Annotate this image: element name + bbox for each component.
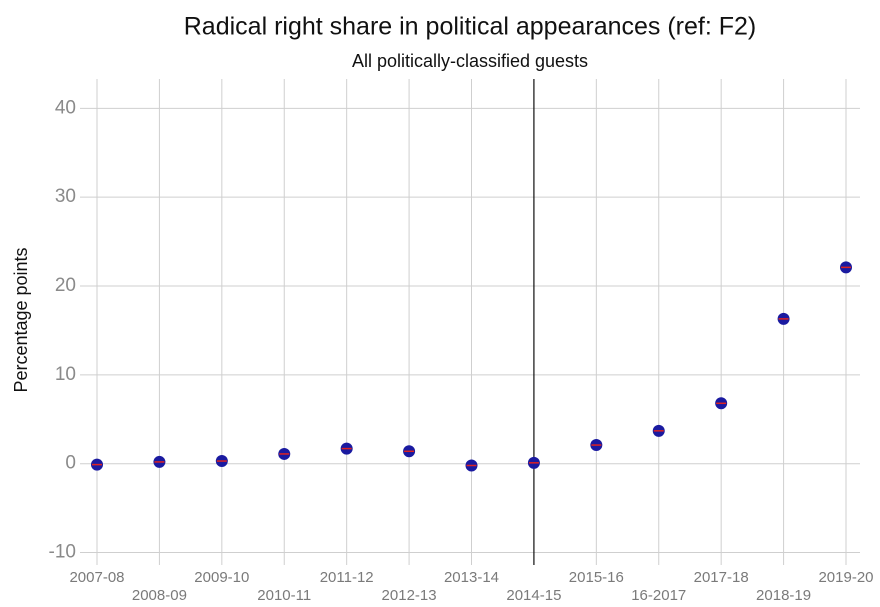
y-tick-label: 30 — [55, 186, 76, 207]
y-tick-label: 10 — [55, 364, 76, 385]
point — [153, 455, 166, 468]
x-tick-label: 2015-16 — [569, 569, 624, 586]
y-tick-label: 0 — [65, 453, 76, 474]
x-tick-label: 2009-10 — [194, 569, 249, 586]
point — [215, 455, 228, 468]
x-tick-label: 2010-11 — [257, 587, 311, 602]
x-tick-label: 2017-18 — [694, 569, 749, 586]
chart-title: Radical right share in political appeara… — [184, 13, 757, 41]
point — [590, 439, 603, 452]
point — [465, 459, 478, 472]
point — [340, 442, 353, 455]
point — [91, 458, 103, 471]
point — [278, 447, 291, 460]
x-tick-label: 2013-14 — [444, 569, 499, 586]
x-tick-label: 2008-09 — [132, 587, 187, 602]
x-tick-label: 2011-12 — [320, 569, 374, 586]
x-tick-label: 2018-19 — [756, 587, 811, 602]
x-tick-label: 16-2017 — [631, 587, 686, 602]
y-tick-label: -10 — [49, 542, 76, 563]
point — [652, 424, 665, 437]
point — [840, 261, 852, 274]
point — [777, 312, 790, 325]
y-tick-label: 20 — [55, 275, 76, 296]
y-axis-label: Percentage points — [11, 247, 31, 392]
point — [527, 456, 540, 469]
point — [403, 445, 416, 458]
x-tick-label: 2007-08 — [69, 569, 124, 586]
x-tick-label: 2012-13 — [382, 587, 437, 602]
chart-subtitle: All politically-classified guests — [352, 51, 588, 71]
point — [715, 397, 728, 410]
x-tick-label: 2019-20 — [818, 569, 873, 586]
y-tick-label: 40 — [55, 97, 76, 118]
x-tick-label: 2014-15 — [506, 587, 561, 602]
